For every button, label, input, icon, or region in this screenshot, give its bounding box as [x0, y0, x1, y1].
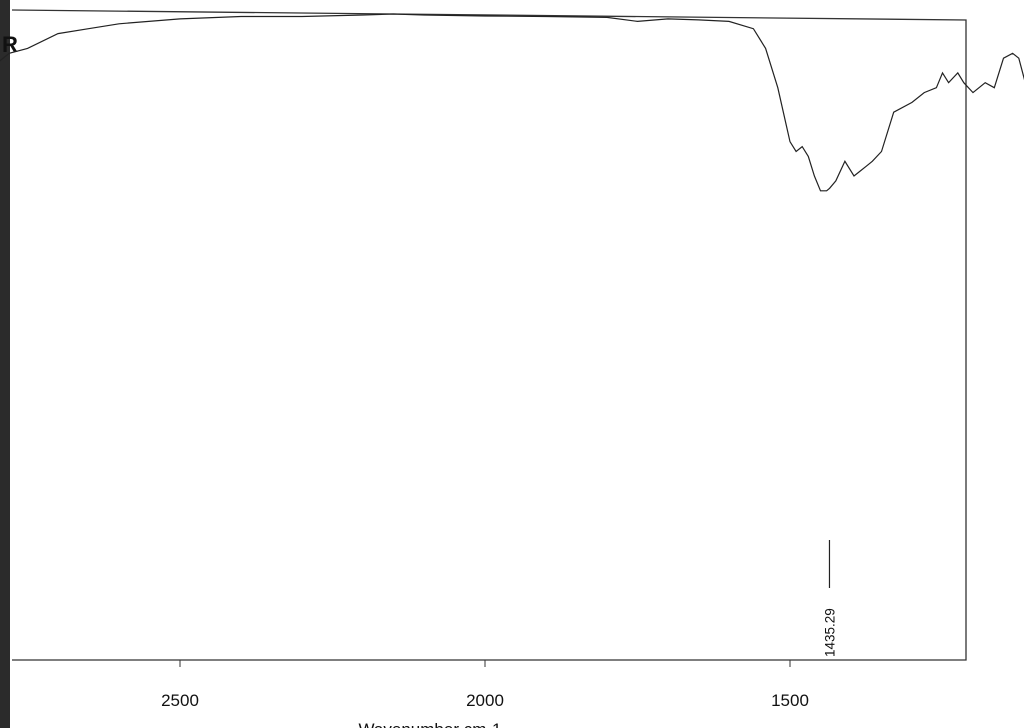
corner-label: R	[2, 32, 18, 57]
x-axis-ticks: 350030002500200015001000500	[161, 660, 809, 710]
x-tick-label: 2500	[161, 691, 199, 710]
scan-edge-shadow	[0, 0, 10, 728]
x-tick-label: 1500	[771, 691, 809, 710]
peak-label: 1435.29	[822, 608, 837, 657]
x-axis-title: Wavenumber cm-1	[359, 720, 502, 728]
x-tick-label: 2000	[466, 691, 504, 710]
plot-frame	[11, 9, 967, 661]
spectrum-line	[0, 13, 1024, 192]
peak-annotations: 3289.372936.272867.791435.291048.48944.3…	[822, 540, 837, 657]
